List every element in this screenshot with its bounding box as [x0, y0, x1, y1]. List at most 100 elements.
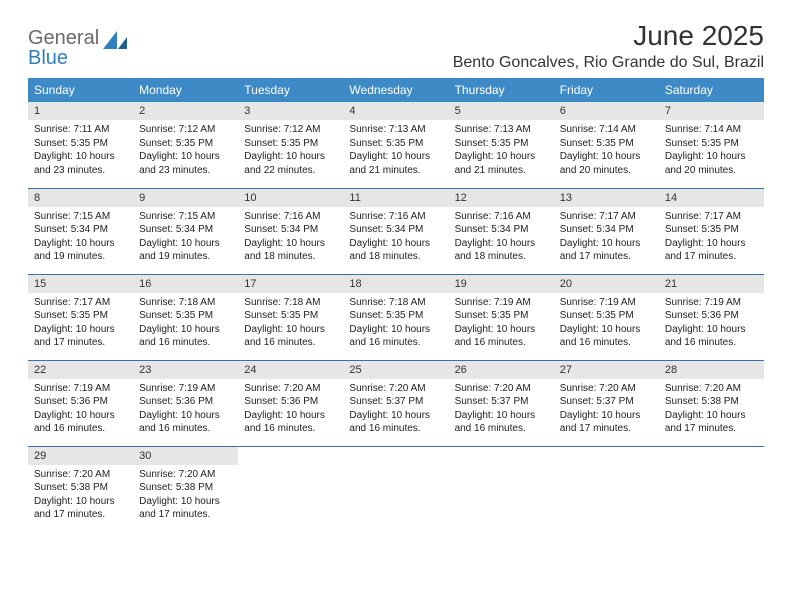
- sunset-line-value: 5:37 PM: [386, 396, 423, 407]
- sunrise-line-value: 7:17 AM: [599, 211, 636, 222]
- sunrise-line-value: 7:18 AM: [284, 297, 321, 308]
- day-number: 6: [554, 102, 659, 120]
- sunrise-line-label: Sunrise:: [455, 297, 492, 308]
- daylight-line-label: Daylight:: [665, 410, 704, 421]
- sunset-line-value: 5:34 PM: [71, 224, 108, 235]
- sunrise-line: Sunrise: 7:17 AM: [560, 210, 653, 224]
- sunset-line-label: Sunset:: [34, 310, 68, 321]
- sunrise-line-label: Sunrise:: [349, 124, 386, 135]
- sunset-line: Sunset: 5:34 PM: [560, 223, 653, 237]
- daylight-line: Daylight: 10 hours and 18 minutes.: [244, 237, 337, 264]
- day-details: Sunrise: 7:20 AMSunset: 5:38 PMDaylight:…: [133, 465, 238, 528]
- day-number: 3: [238, 102, 343, 120]
- day-details: Sunrise: 7:17 AMSunset: 5:35 PMDaylight:…: [28, 293, 133, 356]
- sunset-line-value: 5:37 PM: [491, 396, 528, 407]
- daylight-line: Daylight: 10 hours and 17 minutes.: [665, 409, 758, 436]
- calendar-week-row: 1Sunrise: 7:11 AMSunset: 5:35 PMDaylight…: [28, 102, 764, 188]
- sunset-line-label: Sunset:: [139, 224, 173, 235]
- sunset-line-label: Sunset:: [349, 310, 383, 321]
- sunset-line-value: 5:35 PM: [491, 138, 528, 149]
- weekday-header: Saturday: [659, 78, 764, 102]
- daylight-line: Daylight: 10 hours and 18 minutes.: [349, 237, 442, 264]
- sunrise-line: Sunrise: 7:20 AM: [139, 468, 232, 482]
- sunset-line-value: 5:36 PM: [176, 396, 213, 407]
- sunset-line-label: Sunset:: [34, 224, 68, 235]
- day-number: 12: [449, 189, 554, 207]
- sunset-line-label: Sunset:: [665, 396, 699, 407]
- sunrise-line-value: 7:12 AM: [284, 124, 321, 135]
- sunset-line-label: Sunset:: [455, 224, 489, 235]
- calendar-day-cell: 9Sunrise: 7:15 AMSunset: 5:34 PMDaylight…: [133, 188, 238, 274]
- daylight-line: Daylight: 10 hours and 17 minutes.: [560, 237, 653, 264]
- sunset-line-value: 5:35 PM: [596, 138, 633, 149]
- daylight-line-label: Daylight:: [560, 410, 599, 421]
- sunrise-line: Sunrise: 7:18 AM: [139, 296, 232, 310]
- sunrise-line-label: Sunrise:: [244, 297, 281, 308]
- day-details: Sunrise: 7:17 AMSunset: 5:34 PMDaylight:…: [554, 207, 659, 270]
- sunrise-line: Sunrise: 7:11 AM: [34, 123, 127, 137]
- day-number: 21: [659, 275, 764, 293]
- sunrise-line-label: Sunrise:: [34, 124, 71, 135]
- sunset-line: Sunset: 5:35 PM: [455, 309, 548, 323]
- day-details: Sunrise: 7:13 AMSunset: 5:35 PMDaylight:…: [343, 120, 448, 183]
- sunset-line-label: Sunset:: [244, 396, 278, 407]
- sunrise-line-value: 7:14 AM: [704, 124, 741, 135]
- sunset-line-value: 5:35 PM: [702, 138, 739, 149]
- daylight-line: Daylight: 10 hours and 20 minutes.: [560, 150, 653, 177]
- calendar-empty-cell: [659, 446, 764, 532]
- day-details: Sunrise: 7:20 AMSunset: 5:37 PMDaylight:…: [554, 379, 659, 442]
- sunset-line-label: Sunset:: [349, 138, 383, 149]
- daylight-line: Daylight: 10 hours and 16 minutes.: [244, 409, 337, 436]
- day-number: 11: [343, 189, 448, 207]
- logo-word-2: Blue: [28, 47, 68, 69]
- day-number: 8: [28, 189, 133, 207]
- sunrise-line: Sunrise: 7:20 AM: [455, 382, 548, 396]
- day-number: 16: [133, 275, 238, 293]
- calendar-empty-cell: [554, 446, 659, 532]
- daylight-line-label: Daylight:: [139, 238, 178, 249]
- day-details: Sunrise: 7:16 AMSunset: 5:34 PMDaylight:…: [238, 207, 343, 270]
- sunset-line-label: Sunset:: [349, 224, 383, 235]
- sunrise-line-label: Sunrise:: [560, 124, 597, 135]
- sunrise-line-label: Sunrise:: [349, 297, 386, 308]
- sunrise-line-value: 7:19 AM: [704, 297, 741, 308]
- sunrise-line-value: 7:16 AM: [284, 211, 321, 222]
- day-number: 28: [659, 361, 764, 379]
- daylight-line: Daylight: 10 hours and 16 minutes.: [349, 409, 442, 436]
- sunset-line-label: Sunset:: [560, 224, 594, 235]
- sunset-line: Sunset: 5:35 PM: [349, 137, 442, 151]
- daylight-line-label: Daylight:: [139, 151, 178, 162]
- sunset-line: Sunset: 5:35 PM: [244, 309, 337, 323]
- sunset-line-label: Sunset:: [244, 224, 278, 235]
- sunset-line-label: Sunset:: [455, 396, 489, 407]
- day-number: 5: [449, 102, 554, 120]
- daylight-line-label: Daylight:: [665, 151, 704, 162]
- calendar-day-cell: 5Sunrise: 7:13 AMSunset: 5:35 PMDaylight…: [449, 102, 554, 188]
- sunset-line-label: Sunset:: [139, 138, 173, 149]
- sunset-line-label: Sunset:: [244, 310, 278, 321]
- sunrise-line-value: 7:20 AM: [704, 383, 741, 394]
- sunrise-line-label: Sunrise:: [560, 383, 597, 394]
- sunset-line-value: 5:36 PM: [281, 396, 318, 407]
- sunrise-line: Sunrise: 7:16 AM: [455, 210, 548, 224]
- sunset-line: Sunset: 5:35 PM: [244, 137, 337, 151]
- sunset-line-label: Sunset:: [665, 138, 699, 149]
- sunset-line-value: 5:35 PM: [386, 310, 423, 321]
- day-number: 29: [28, 447, 133, 465]
- sunset-line: Sunset: 5:36 PM: [139, 395, 232, 409]
- calendar-day-cell: 27Sunrise: 7:20 AMSunset: 5:37 PMDayligh…: [554, 360, 659, 446]
- sunrise-line-label: Sunrise:: [665, 211, 702, 222]
- day-details: Sunrise: 7:18 AMSunset: 5:35 PMDaylight:…: [238, 293, 343, 356]
- daylight-line-label: Daylight:: [34, 496, 73, 507]
- sunset-line: Sunset: 5:38 PM: [665, 395, 758, 409]
- sunrise-line: Sunrise: 7:16 AM: [349, 210, 442, 224]
- sunset-line: Sunset: 5:35 PM: [34, 137, 127, 151]
- sunset-line: Sunset: 5:34 PM: [34, 223, 127, 237]
- sunrise-line-value: 7:19 AM: [494, 297, 531, 308]
- sunset-line: Sunset: 5:35 PM: [139, 137, 232, 151]
- sunrise-line-value: 7:20 AM: [73, 469, 110, 480]
- sunrise-line-label: Sunrise:: [349, 211, 386, 222]
- calendar-day-cell: 6Sunrise: 7:14 AMSunset: 5:35 PMDaylight…: [554, 102, 659, 188]
- day-details: Sunrise: 7:18 AMSunset: 5:35 PMDaylight:…: [343, 293, 448, 356]
- daylight-line: Daylight: 10 hours and 17 minutes.: [665, 237, 758, 264]
